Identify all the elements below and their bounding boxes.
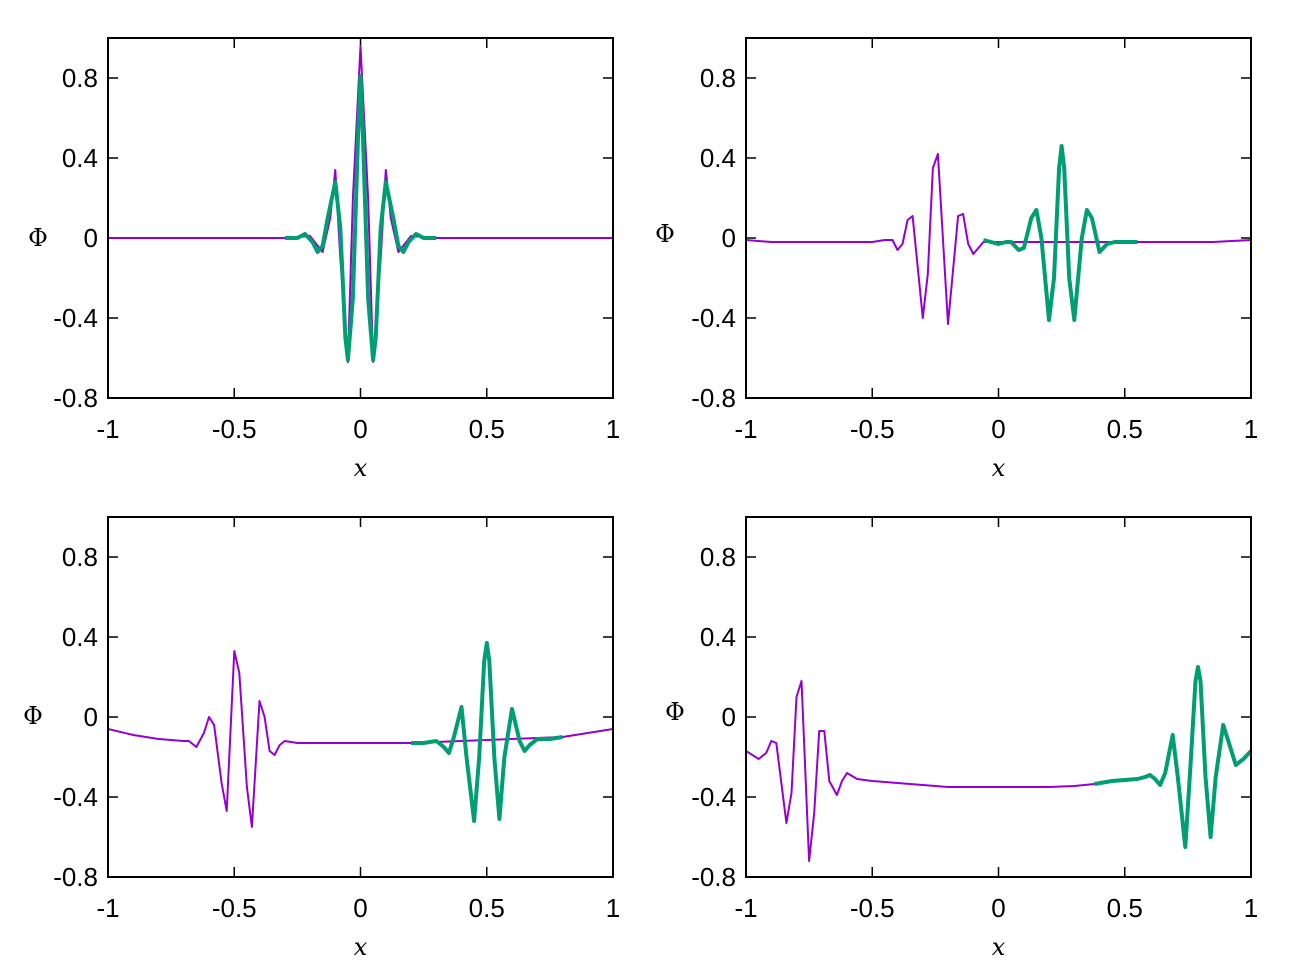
x-axis-label: x	[992, 454, 1006, 482]
x-tick-label: 0.5	[469, 414, 505, 444]
x-tick-label: 1	[1244, 893, 1258, 923]
axis-ticks	[745, 38, 1252, 399]
y-tick-label: 0.8	[700, 542, 736, 572]
x-tick-label: 1	[606, 414, 620, 444]
y-tick-label: -0.4	[691, 303, 736, 333]
plot-panel-bottom-right: -1 -0.5 0 0.5 1 -0.8 -0.4 0 0.4 0.8 x Φ	[665, 516, 1258, 961]
x-tick-label: -0.5	[850, 893, 895, 923]
line-purple-thin	[108, 45, 613, 363]
y-axis-label: Φ	[28, 224, 48, 252]
y-tick-label: 0	[84, 223, 98, 253]
y-tick-label: 0.4	[62, 622, 98, 652]
series-group	[108, 641, 613, 828]
line-green-thick	[1094, 665, 1251, 849]
y-axis-label: Φ	[665, 698, 685, 726]
x-tick-label: 0	[991, 414, 1005, 444]
y-tick-label: 0.8	[700, 63, 736, 93]
y-tick-label: 0	[722, 223, 736, 253]
plot-frame	[745, 516, 1252, 878]
y-axis-label: Φ	[23, 702, 43, 730]
line-purple-thin	[746, 680, 1095, 862]
x-tick-label: 0.5	[469, 893, 505, 923]
plot-frame	[107, 37, 614, 399]
y-tick-label: 0.8	[62, 542, 98, 572]
line-purple-thin	[108, 650, 613, 828]
axis-ticks	[745, 517, 1252, 878]
x-tick-label: 1	[606, 893, 620, 923]
x-tick-label: 0	[991, 893, 1005, 923]
plot-panel-bottom-left: -1 -0.5 0 0.5 1 -0.8 -0.4 0 0.4 0.8 x Φ	[23, 516, 620, 961]
y-tick-label: 0	[722, 702, 736, 732]
line-green-thick	[982, 144, 1138, 322]
x-tick-label: -1	[734, 893, 757, 923]
y-tick-label: -0.8	[53, 862, 98, 892]
series-group	[746, 665, 1251, 862]
plot-panel-top-right: -1 -0.5 0 0.5 1 -0.8 -0.4 0 0.4 0.8 x Φ	[655, 37, 1258, 482]
series-group	[108, 45, 613, 363]
y-tick-label: -0.8	[53, 383, 98, 413]
y-tick-label: 0.4	[700, 143, 736, 173]
x-tick-label: 0	[353, 414, 367, 444]
x-tick-label: -0.5	[850, 414, 895, 444]
plot-panel-top-left: -1 -0.5 0 0.5 1 -0.8 -0.4 0 0.4 0.8 x Φ	[28, 37, 620, 482]
x-tick-label: -1	[734, 414, 757, 444]
y-tick-label: 0.4	[62, 143, 98, 173]
x-tick-label: 0	[353, 893, 367, 923]
y-tick-label: -0.4	[691, 782, 736, 812]
y-tick-label: -0.8	[691, 383, 736, 413]
y-tick-label: -0.4	[53, 782, 98, 812]
y-tick-label: -0.8	[691, 862, 736, 892]
x-axis-label: x	[354, 933, 368, 961]
x-tick-label: -1	[96, 893, 119, 923]
line-green-thick	[284, 74, 437, 362]
y-tick-label: 0.8	[62, 63, 98, 93]
x-tick-label: 0.5	[1107, 414, 1143, 444]
axis-ticks	[107, 517, 614, 878]
series-group	[746, 144, 1251, 325]
x-tick-label: 1	[1244, 414, 1258, 444]
plot-frame	[107, 516, 614, 878]
y-tick-label: 0	[84, 702, 98, 732]
plot-frame	[745, 37, 1252, 399]
x-axis-label: x	[992, 933, 1006, 961]
x-axis-label: x	[354, 454, 368, 482]
y-tick-label: -0.4	[53, 303, 98, 333]
x-tick-label: -0.5	[212, 414, 257, 444]
line-green-thick	[411, 641, 563, 823]
line-purple-thin	[746, 153, 1251, 325]
y-axis-label: Φ	[655, 220, 675, 248]
y-tick-label: 0.4	[700, 622, 736, 652]
x-tick-label: -1	[96, 414, 119, 444]
x-tick-label: 0.5	[1107, 893, 1143, 923]
x-tick-label: -0.5	[212, 893, 257, 923]
